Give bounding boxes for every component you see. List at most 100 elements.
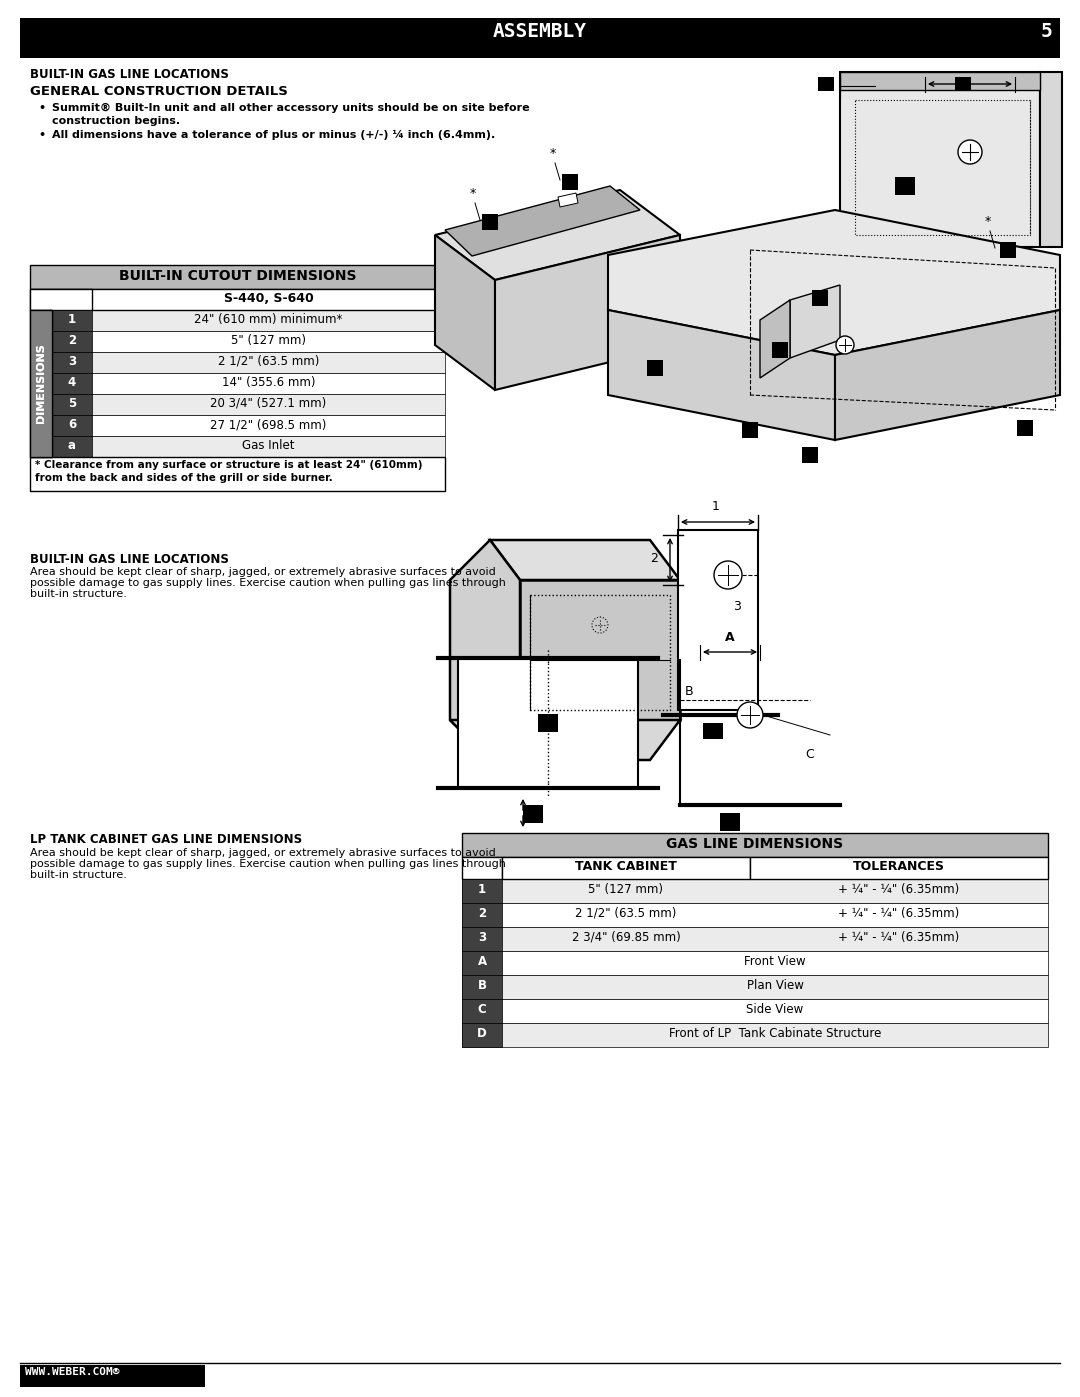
Text: C: C	[805, 747, 813, 761]
Text: TOLERANCES: TOLERANCES	[853, 861, 945, 873]
Text: Gas Inlet: Gas Inlet	[242, 439, 295, 453]
Polygon shape	[558, 193, 578, 207]
Bar	[462, 975, 502, 999]
Text: possible damage to gas supply lines. Exercise caution when pulling gas lines thr: possible damage to gas supply lines. Exe…	[30, 578, 505, 588]
Bar	[30, 373, 445, 394]
Text: 27 1/2" (698.5 mm): 27 1/2" (698.5 mm)	[211, 418, 326, 432]
Text: B: B	[543, 717, 553, 729]
Text: + ¼" - ¼" (6.35mm): + ¼" - ¼" (6.35mm)	[838, 930, 960, 944]
Bar	[462, 999, 1048, 1023]
Polygon shape	[450, 541, 519, 760]
Text: ASSEMBLY: ASSEMBLY	[492, 22, 588, 41]
Text: 3: 3	[478, 930, 486, 944]
Bar	[678, 529, 758, 710]
Bar	[462, 928, 502, 951]
Text: *: *	[470, 187, 476, 200]
Bar	[30, 310, 52, 457]
Text: 1: 1	[486, 217, 494, 226]
Text: A: A	[725, 631, 734, 644]
Bar	[742, 422, 758, 439]
Text: WWW.WEBER.COM®: WWW.WEBER.COM®	[25, 1368, 120, 1377]
Text: 3: 3	[822, 78, 829, 88]
Polygon shape	[490, 541, 680, 580]
Polygon shape	[835, 310, 1059, 440]
Text: BUILT-IN GAS LINE LOCATIONS: BUILT-IN GAS LINE LOCATIONS	[30, 68, 229, 81]
Text: All dimensions have a tolerance of plus or minus (+/-) ¼ inch (6.4mm).: All dimensions have a tolerance of plus …	[52, 130, 496, 140]
Circle shape	[836, 337, 854, 353]
Bar	[52, 331, 92, 352]
Polygon shape	[519, 580, 680, 719]
Text: 1: 1	[712, 500, 720, 513]
Polygon shape	[495, 235, 680, 390]
Text: B: B	[685, 685, 693, 698]
Bar	[462, 1023, 1048, 1046]
Text: *: *	[550, 147, 556, 161]
Text: 1: 1	[566, 177, 573, 187]
Text: + ¼" - ¼" (6.35mm): + ¼" - ¼" (6.35mm)	[838, 883, 960, 895]
Bar	[52, 436, 92, 457]
Text: 3: 3	[733, 599, 741, 613]
Bar	[52, 415, 92, 436]
Bar	[818, 77, 834, 91]
Text: DIMENSIONS: DIMENSIONS	[36, 344, 46, 423]
Text: C: C	[477, 1003, 486, 1016]
Bar	[30, 265, 445, 289]
Text: 4: 4	[68, 376, 76, 388]
Polygon shape	[445, 186, 640, 256]
Text: 1: 1	[68, 313, 76, 326]
Polygon shape	[760, 300, 789, 379]
Bar	[30, 457, 445, 490]
Circle shape	[714, 562, 742, 590]
Bar	[30, 394, 445, 415]
Text: 5: 5	[1040, 22, 1052, 41]
Bar	[462, 928, 1048, 951]
Bar	[52, 373, 92, 394]
Bar	[502, 856, 750, 879]
Text: * Clearance from any surface or structure is at least 24" (610mm): * Clearance from any surface or structur…	[35, 460, 422, 469]
Text: Front of LP  Tank Cabinate Structure: Front of LP Tank Cabinate Structure	[669, 1027, 881, 1039]
Text: a: a	[901, 177, 908, 191]
Text: DIMENSIONS: DIMENSIONS	[36, 344, 46, 423]
Text: GAS LINE DIMENSIONS: GAS LINE DIMENSIONS	[666, 837, 843, 851]
Text: BUILT-IN GAS LINE LOCATIONS: BUILT-IN GAS LINE LOCATIONS	[30, 553, 229, 566]
Bar	[30, 415, 445, 436]
Polygon shape	[608, 210, 1059, 355]
Bar	[30, 310, 52, 457]
Text: 2 1/2" (63.5 mm): 2 1/2" (63.5 mm)	[218, 355, 320, 367]
Bar	[52, 310, 92, 331]
Text: 5" (127 mm): 5" (127 mm)	[589, 883, 663, 895]
Text: A: A	[477, 956, 487, 968]
Text: 2: 2	[478, 907, 486, 921]
Text: 2: 2	[959, 78, 967, 88]
Polygon shape	[608, 310, 835, 440]
Text: 5: 5	[806, 450, 814, 460]
Text: S-440, S-640: S-440, S-640	[224, 292, 313, 305]
Text: 2: 2	[68, 334, 76, 346]
Bar	[562, 175, 578, 190]
Bar	[647, 360, 663, 376]
Bar	[52, 352, 92, 373]
Text: A: A	[708, 724, 717, 738]
Bar	[30, 310, 445, 331]
Bar	[462, 879, 1048, 902]
Text: D: D	[477, 1027, 487, 1039]
Text: B: B	[477, 979, 486, 992]
Text: 3: 3	[68, 355, 76, 367]
Text: GENERAL CONSTRUCTION DETAILS: GENERAL CONSTRUCTION DETAILS	[30, 85, 288, 98]
Text: 24" (610 mm) minimum*: 24" (610 mm) minimum*	[194, 313, 342, 326]
Text: Plan View: Plan View	[746, 979, 804, 992]
Text: Side View: Side View	[746, 1003, 804, 1016]
Text: Front View: Front View	[744, 956, 806, 968]
Text: 14" (355.6 mm): 14" (355.6 mm)	[221, 376, 315, 388]
Text: a: a	[651, 363, 659, 373]
Text: 1: 1	[1004, 244, 1012, 256]
Text: 20 3/4" (527.1 mm): 20 3/4" (527.1 mm)	[211, 397, 326, 409]
Text: BUILT-IN CUTOUT DIMENSIONS: BUILT-IN CUTOUT DIMENSIONS	[119, 270, 356, 284]
Bar	[30, 289, 92, 310]
Bar	[720, 813, 740, 831]
Bar	[462, 999, 502, 1023]
Text: •: •	[38, 130, 45, 140]
Text: built-in structure.: built-in structure.	[30, 590, 126, 599]
Bar	[840, 73, 1040, 247]
Bar	[1040, 73, 1062, 247]
